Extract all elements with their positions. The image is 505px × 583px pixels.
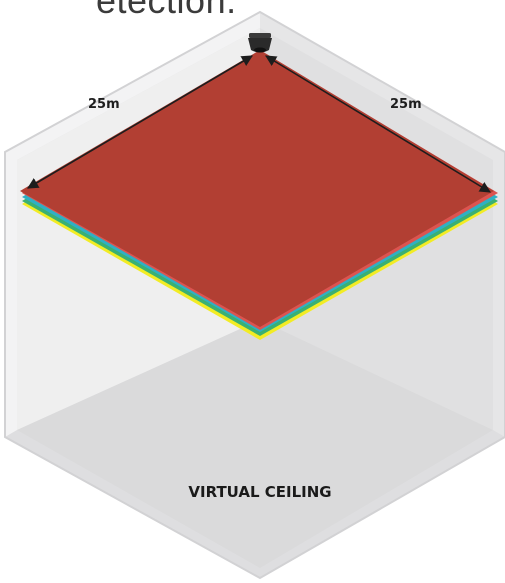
partial-caption-text: etection. xyxy=(96,0,237,21)
room-floor xyxy=(17,320,493,568)
dimension-label-right: 25m xyxy=(390,97,422,112)
dimension-label-left: 25m xyxy=(88,97,120,112)
hexagon-border xyxy=(4,10,505,580)
ceiling-sensor-icon xyxy=(248,33,272,53)
dimension-arrow-right xyxy=(265,55,491,193)
virtual-ceiling-label: VIRTUAL CEILING xyxy=(188,483,331,501)
dimension-arrow-left xyxy=(27,55,253,189)
detection-plane xyxy=(20,50,494,327)
